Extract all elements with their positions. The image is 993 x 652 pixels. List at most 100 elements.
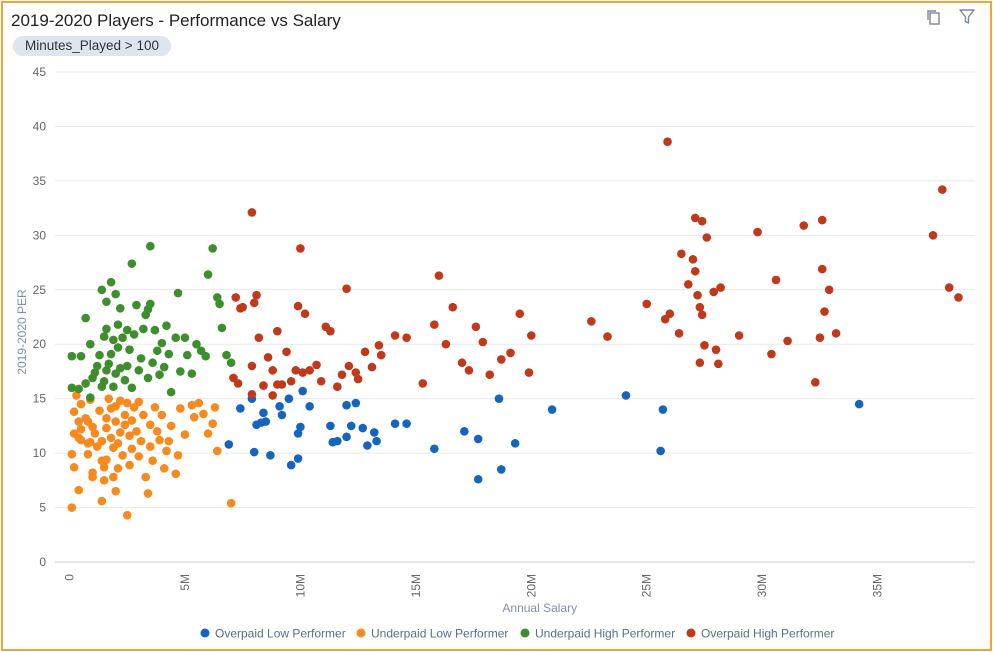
data-point[interactable]	[76, 399, 86, 409]
data-point[interactable]	[102, 324, 111, 334]
data-point[interactable]	[76, 435, 86, 445]
data-point[interactable]	[702, 233, 712, 242]
data-point[interactable]	[164, 349, 174, 359]
data-point[interactable]	[734, 331, 744, 340]
data-point[interactable]	[69, 407, 79, 417]
data-point[interactable]	[115, 363, 125, 373]
data-point[interactable]	[134, 452, 144, 461]
data-point[interactable]	[430, 444, 439, 454]
data-point[interactable]	[700, 341, 709, 350]
data-point[interactable]	[753, 227, 762, 237]
data-point[interactable]	[113, 439, 123, 448]
data-point[interactable]	[127, 383, 137, 393]
data-point[interactable]	[97, 436, 107, 446]
data-point[interactable]	[92, 361, 102, 371]
data-point[interactable]	[150, 403, 160, 412]
data-point[interactable]	[690, 266, 700, 276]
data-point[interactable]	[104, 359, 114, 369]
data-point[interactable]	[122, 325, 132, 335]
data-point[interactable]	[164, 436, 174, 446]
data-point[interactable]	[90, 429, 100, 438]
data-point[interactable]	[85, 339, 95, 349]
data-point[interactable]	[684, 280, 693, 289]
data-point[interactable]	[954, 293, 963, 302]
data-point[interactable]	[85, 393, 95, 402]
data-point[interactable]	[716, 283, 725, 292]
data-point[interactable]	[143, 489, 153, 498]
data-point[interactable]	[944, 283, 954, 292]
data-point[interactable]	[88, 422, 97, 432]
data-point[interactable]	[132, 300, 141, 310]
data-point[interactable]	[83, 449, 93, 459]
data-point[interactable]	[305, 366, 314, 375]
data-point[interactable]	[99, 332, 109, 341]
data-point[interactable]	[298, 386, 308, 396]
data-point[interactable]	[688, 254, 698, 264]
data-point[interactable]	[369, 428, 379, 437]
data-point[interactable]	[418, 379, 428, 388]
data-point[interactable]	[146, 420, 155, 430]
data-point[interactable]	[99, 376, 109, 386]
data-point[interactable]	[129, 330, 139, 339]
data-point[interactable]	[268, 366, 277, 375]
data-point[interactable]	[97, 496, 107, 506]
data-point[interactable]	[485, 370, 495, 380]
filter-icon[interactable]	[958, 8, 976, 26]
filter-badge[interactable]: Minutes_Played > 100	[13, 36, 171, 56]
data-point[interactable]	[293, 301, 303, 311]
data-point[interactable]	[815, 333, 825, 342]
data-point[interactable]	[351, 368, 361, 377]
data-point[interactable]	[72, 391, 81, 400]
data-point[interactable]	[222, 350, 231, 360]
data-point[interactable]	[127, 444, 137, 454]
data-point[interactable]	[473, 474, 483, 484]
data-point[interactable]	[102, 297, 111, 307]
data-point[interactable]	[67, 351, 77, 361]
data-point[interactable]	[293, 429, 303, 438]
data-point[interactable]	[547, 405, 557, 414]
data-point[interactable]	[69, 462, 79, 472]
data-point[interactable]	[81, 379, 90, 388]
data-point[interactable]	[180, 333, 190, 342]
data-point[interactable]	[478, 337, 488, 347]
data-point[interactable]	[74, 485, 84, 495]
data-point[interactable]	[203, 429, 213, 438]
data-point[interactable]	[152, 346, 162, 356]
data-point[interactable]	[928, 231, 938, 240]
data-point[interactable]	[187, 400, 197, 410]
data-point[interactable]	[402, 333, 411, 342]
data-point[interactable]	[166, 421, 176, 431]
data-point[interactable]	[275, 401, 284, 411]
data-point[interactable]	[127, 259, 137, 268]
data-point[interactable]	[109, 382, 118, 391]
data-point[interactable]	[187, 369, 197, 378]
data-point[interactable]	[118, 450, 127, 460]
data-point[interactable]	[125, 345, 134, 354]
data-point[interactable]	[226, 358, 236, 368]
data-point[interactable]	[249, 447, 259, 457]
data-point[interactable]	[524, 368, 534, 377]
data-point[interactable]	[125, 460, 134, 470]
data-point[interactable]	[136, 436, 146, 446]
data-point[interactable]	[226, 498, 236, 508]
data-point[interactable]	[171, 333, 181, 342]
data-point[interactable]	[85, 437, 95, 447]
data-point[interactable]	[824, 285, 834, 295]
data-point[interactable]	[441, 339, 451, 349]
data-point[interactable]	[67, 383, 77, 393]
data-point[interactable]	[182, 350, 192, 360]
data-point[interactable]	[139, 410, 148, 420]
data-point[interactable]	[268, 391, 277, 400]
data-point[interactable]	[448, 302, 458, 312]
data-point[interactable]	[67, 503, 77, 512]
data-point[interactable]	[471, 322, 481, 332]
data-point[interactable]	[76, 351, 86, 361]
data-point[interactable]	[296, 422, 305, 432]
data-point[interactable]	[372, 436, 381, 446]
data-point[interactable]	[351, 398, 361, 408]
data-point[interactable]	[506, 348, 515, 358]
data-point[interactable]	[363, 441, 372, 450]
data-point[interactable]	[820, 307, 829, 316]
data-point[interactable]	[102, 455, 111, 464]
data-point[interactable]	[709, 287, 719, 297]
